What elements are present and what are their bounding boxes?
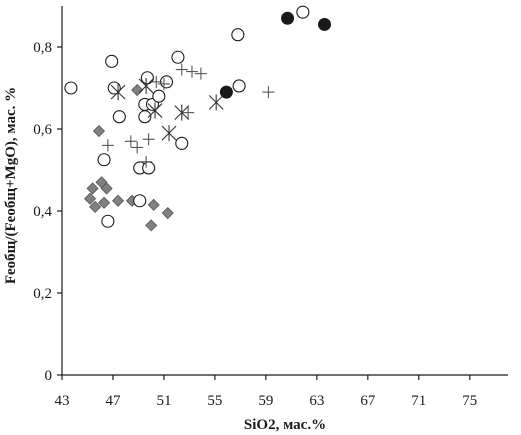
open-circle-marker (140, 71, 154, 85)
plus-marker (175, 63, 188, 76)
open-circle-marker (101, 214, 115, 228)
open-circle-marker (171, 50, 185, 64)
diamond-marker (92, 124, 106, 138)
open-circle-marker (175, 136, 189, 150)
open-circle-marker (138, 110, 152, 124)
asterisk-marker (110, 84, 126, 101)
diamond-marker (161, 206, 174, 220)
open-circle-marker (152, 89, 166, 103)
plus-marker (262, 86, 275, 99)
diamond-marker (131, 83, 144, 97)
x-tick-label: 51 (156, 393, 171, 409)
axes (61, 6, 508, 376)
x-tick-label: 59 (258, 393, 273, 409)
plus-marker (157, 77, 170, 90)
y-tick-label: 0,6 (33, 122, 52, 138)
x-tick-label: 63 (309, 393, 324, 409)
plus-marker (194, 67, 207, 80)
x-tick-label: 71 (411, 393, 426, 409)
open-circle-marker (64, 81, 78, 95)
asterisk-marker (147, 102, 163, 119)
plus-marker (142, 133, 155, 146)
y-tick-label: 0,4 (33, 204, 52, 220)
open-circle-marker (105, 54, 119, 68)
asterisk-marker (161, 125, 177, 142)
asterisk-marker (138, 77, 154, 94)
data-points (64, 5, 332, 232)
plus-marker (140, 155, 153, 168)
x-tick-label: 55 (207, 393, 222, 409)
x-tick-label: 47 (105, 393, 121, 409)
plus-marker (101, 139, 114, 152)
open-circle-marker (232, 79, 246, 93)
filled-circle-marker (219, 85, 233, 99)
plus-marker (150, 75, 163, 88)
open-circle-marker (231, 28, 245, 42)
filled-circle-marker (281, 11, 295, 25)
asterisk-marker (174, 104, 190, 121)
plus-marker (131, 141, 144, 154)
open-circle-marker (97, 153, 111, 167)
diamond-marker (89, 200, 102, 213)
open-circle-marker (133, 194, 147, 208)
ticks: 43 47 51 55 59 63 67 71 75 0 0,2 0,4 0,6 0,8 (33, 40, 477, 409)
filled-circle-marker (318, 17, 332, 31)
diamond-marker (97, 196, 111, 209)
diamond-marker (145, 219, 158, 232)
y-tick-label: 0,8 (33, 40, 52, 56)
x-axis-label: SiO2, мас.% (244, 417, 326, 433)
x-tick-label: 67 (360, 393, 376, 409)
y-axis-label: Feобщ/(Feобщ+MgO), мас. % (3, 87, 19, 284)
open-circle-marker (112, 110, 126, 124)
x-tick-label: 43 (55, 393, 70, 409)
x-tick-label: 75 (462, 393, 477, 409)
diamond-marker (100, 182, 113, 195)
plus-marker (182, 106, 195, 119)
y-tick-label: 0 (45, 368, 53, 384)
diamond-marker (83, 192, 97, 205)
open-circle-marker (142, 161, 156, 175)
plus-marker (185, 65, 198, 78)
diamond-marker (112, 194, 125, 207)
y-tick-label: 0,2 (33, 286, 52, 302)
diamond-marker (86, 182, 99, 195)
diamond-marker (147, 198, 160, 211)
plus-marker (124, 135, 137, 148)
asterisk-marker (208, 94, 224, 111)
open-circle-marker (296, 5, 310, 19)
